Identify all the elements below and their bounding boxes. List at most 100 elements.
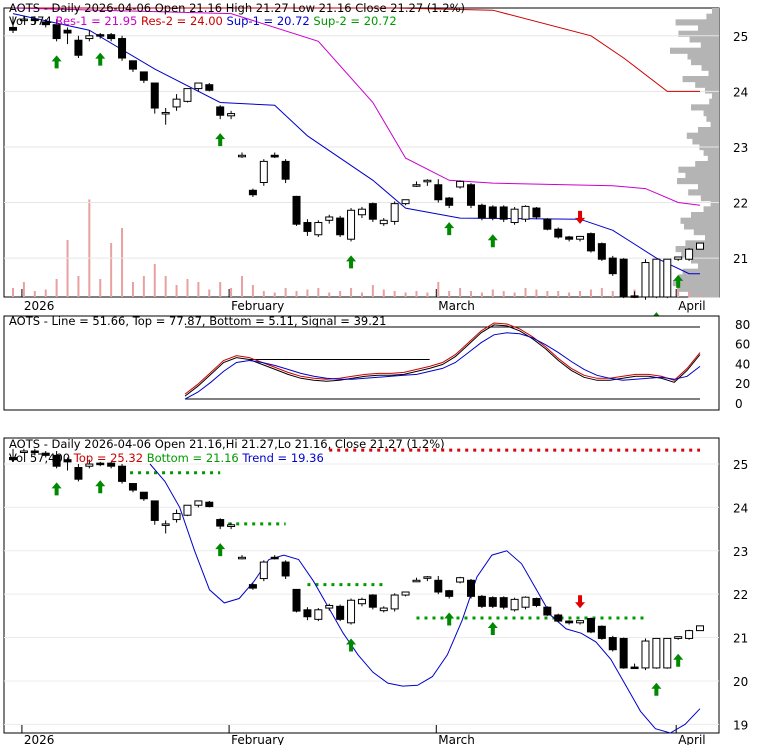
candle-body bbox=[608, 257, 617, 275]
candle-body bbox=[85, 463, 94, 467]
price-panel: AOTS - Daily 2026-04-06 Open 21.16 High … bbox=[3, 1, 748, 326]
candle-body bbox=[652, 258, 661, 298]
candle-body bbox=[543, 218, 552, 230]
profile-bar bbox=[687, 53, 719, 60]
candle-body bbox=[41, 452, 50, 456]
volume-bar bbox=[99, 279, 102, 297]
candle-body bbox=[52, 454, 61, 467]
profile-bar bbox=[677, 178, 719, 185]
profile-bar bbox=[709, 98, 719, 105]
candle-body bbox=[303, 609, 312, 618]
candle-body bbox=[423, 179, 432, 183]
volume-bar bbox=[360, 292, 363, 297]
candle-body bbox=[663, 637, 672, 669]
candle-body bbox=[238, 556, 246, 560]
candle-body bbox=[576, 620, 585, 624]
volume-bar bbox=[186, 279, 189, 297]
trend-signal-arrows bbox=[51, 480, 684, 696]
res1-line bbox=[12, 7, 701, 206]
header-segment: Signal = 39.21 bbox=[298, 314, 387, 328]
candle-body bbox=[586, 617, 595, 633]
oscillator-lines bbox=[184, 322, 701, 400]
y-tick-label: 20 bbox=[733, 675, 748, 689]
profile-bar bbox=[691, 104, 719, 111]
profile-bar bbox=[691, 59, 719, 66]
header-segment: Vol 57,400 bbox=[9, 451, 70, 465]
y-tick-label: 60 bbox=[735, 338, 750, 352]
candle-body bbox=[19, 450, 28, 454]
volume-bar bbox=[404, 292, 407, 297]
candle-body bbox=[270, 154, 279, 158]
candle-body bbox=[554, 614, 563, 622]
volume-bar bbox=[535, 289, 538, 297]
buy-arrow-icon bbox=[51, 482, 62, 496]
profile-bar bbox=[682, 76, 719, 83]
volume-bar bbox=[12, 288, 14, 297]
candle-body bbox=[314, 222, 323, 236]
volume-bar bbox=[546, 291, 549, 297]
candle-body bbox=[586, 233, 595, 252]
buy-arrow-icon bbox=[95, 52, 106, 66]
candle-body bbox=[532, 598, 541, 606]
candle-body bbox=[63, 29, 72, 34]
y-tick-label: 0 bbox=[735, 397, 743, 411]
profile-bar bbox=[675, 19, 719, 26]
volume-bar bbox=[88, 199, 91, 297]
volume-bar bbox=[44, 289, 47, 297]
profile-bar bbox=[703, 110, 719, 117]
buy-arrow-icon bbox=[444, 222, 455, 236]
header-segment: Res-2 = 24.00 bbox=[137, 14, 223, 28]
y-tick-label: 25 bbox=[733, 458, 748, 472]
oscillator-header: AOTS - Line = 51.66, Top = 77.87, Bottom… bbox=[9, 314, 387, 328]
candle-body bbox=[652, 637, 661, 669]
candle-body bbox=[477, 204, 486, 219]
candle-body bbox=[183, 504, 192, 516]
candle-body bbox=[30, 450, 39, 454]
profile-bar bbox=[698, 127, 719, 134]
candle-body bbox=[685, 248, 694, 260]
volume-bar bbox=[328, 292, 331, 297]
y-tick-label: 24 bbox=[733, 85, 748, 99]
volume-bar bbox=[371, 285, 374, 297]
volume-bar bbox=[262, 291, 265, 297]
profile-bar bbox=[712, 93, 719, 100]
candle-body bbox=[456, 577, 465, 583]
volume-bar bbox=[284, 288, 287, 297]
header-segment: AOTS - Daily 2026-04-06 Open 21.16 High … bbox=[9, 1, 465, 15]
volume-bar bbox=[470, 291, 472, 297]
volume-bar bbox=[339, 291, 342, 297]
candle-body bbox=[150, 82, 159, 109]
candle-body bbox=[128, 483, 137, 491]
volume-bar bbox=[600, 288, 603, 297]
volume-bar bbox=[524, 288, 527, 297]
header-segment: Trend = 19.36 bbox=[239, 451, 324, 465]
volume-bar bbox=[415, 291, 418, 297]
oscillator-line-red bbox=[184, 322, 701, 395]
candle-body bbox=[194, 500, 203, 506]
buy-arrow-icon bbox=[51, 55, 62, 69]
header-segment: Sup-1 = 20.72 bbox=[223, 14, 310, 28]
header-segment: Top = 25.32 bbox=[70, 451, 143, 465]
buy-arrow-icon bbox=[673, 653, 684, 667]
candle-body bbox=[467, 184, 475, 206]
header-segment: AOTS - Daily 2026-04-06 Open 21.16,Hi 21… bbox=[9, 437, 445, 451]
candle-body bbox=[161, 523, 170, 526]
signal-arrows bbox=[51, 52, 684, 326]
trend-curve bbox=[149, 463, 701, 734]
candle-body bbox=[259, 160, 268, 184]
volume-bar bbox=[295, 291, 298, 297]
y-tick-label: 21 bbox=[733, 252, 748, 266]
candle-body bbox=[510, 598, 519, 611]
header-segment: Res-1 = 21.95 bbox=[52, 14, 138, 28]
profile-bar bbox=[705, 87, 719, 94]
candle-body bbox=[128, 60, 137, 70]
sell-arrow-icon bbox=[575, 595, 586, 609]
volume-bar bbox=[350, 288, 353, 297]
volume-bar bbox=[437, 282, 440, 297]
profile-bar bbox=[684, 223, 719, 230]
volume-bar bbox=[459, 288, 462, 297]
volume-bar bbox=[317, 288, 320, 297]
profile-bar bbox=[695, 161, 719, 168]
profile-bar bbox=[678, 166, 719, 173]
